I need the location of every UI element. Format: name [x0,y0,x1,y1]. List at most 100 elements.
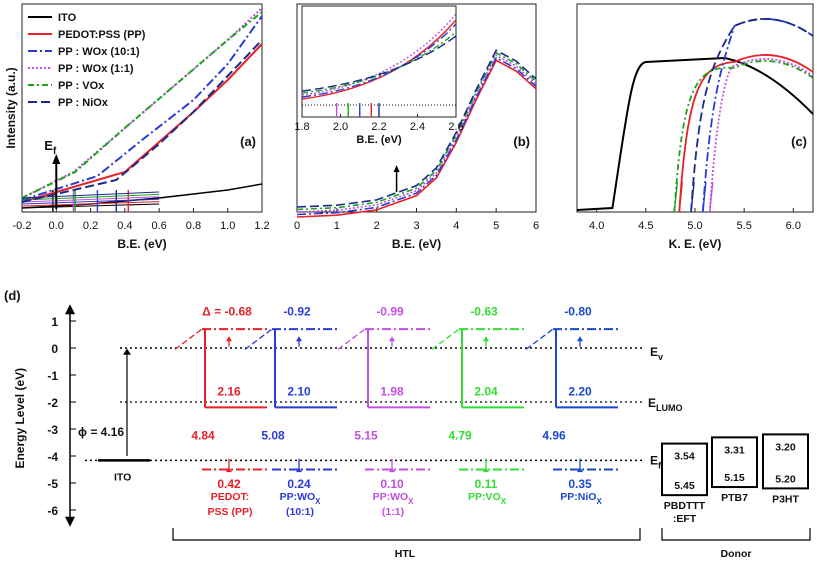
panel-label-d: (d) [4,288,21,303]
frame-c [576,3,814,213]
cutoff-marker-c-1 [702,181,707,213]
donor-homo-0: 5.45 [674,480,695,492]
baseline-fit-4 [21,193,160,201]
legend-entry-1: PEDOT:PSS (PP) [58,29,146,41]
x-tick-label-a: 0.6 [151,220,166,232]
offset-arrow-head-3-1 [483,467,489,473]
x-tick-label-b: 6 [533,220,539,232]
material-name-1: PP:WOX [280,491,322,506]
series-line-c-5 [690,18,814,213]
panel-a: -0.2 0.0 0.2 0.4 0.6 0.8 1.0 1.2 B.E. (eV) Intens… [4,3,270,251]
ito-label: ITO [114,471,131,483]
panel-label-a: (a) [240,134,256,149]
x-tick-label-a: 0.2 [83,220,98,232]
frame-a [21,3,263,213]
series-line-b-2 [296,54,537,213]
series-line-2 [21,15,263,201]
inset-tick-label-b: 2.0 [333,121,348,133]
series-line-0 [21,183,263,209]
ef-label: Ef [650,453,662,470]
x-axis-label-c: K. E. (eV) [669,237,722,251]
series-line-c-3 [708,58,814,213]
cutoff-marker-c-4 [690,181,695,213]
gap-value-1: 2.10 [287,384,311,398]
x-tick-label-c: 4.0 [589,220,604,232]
inset-frame-b [301,5,457,118]
delta-value-2: -0.99 [376,305,404,319]
donor-lumo-0: 3.54 [674,451,695,463]
y-axis-label-d: Energy Level (eV) [13,368,27,469]
donor-lumo-1: 3.31 [724,444,745,456]
series-line-b-3 [296,51,537,211]
offset-arrow-head-1-1 [296,467,302,473]
x-tick-label-b: 3 [413,220,419,232]
inset-curve-b-3 [301,31,457,94]
offset-arrow-head-0-1 [226,467,232,473]
y-tick-label-d: -1 [47,369,58,383]
x-tick-label-a: 1.0 [220,220,235,232]
htl-label: HTL [395,548,416,560]
offset-arrow-head-1-0 [296,336,302,342]
donor-label: Donor [721,548,752,560]
offset-value-3: 0.11 [475,477,498,491]
x-tick-label-c: 5.5 [737,220,752,232]
elumo-label: ELUMO [648,396,683,413]
x-tick-label-b: 0 [294,220,300,232]
delta-value-4: -0.80 [564,305,592,319]
series-line-b-1 [296,56,537,216]
inset-tick-label-b: 2.4 [410,121,425,133]
panel-b: 0 1 2 3 4 5 6 B.E. (eV) (b) 1.8 2.0 2.2 2.4 2.6 B.E. (… [294,3,539,251]
series-line-c-2 [701,18,814,213]
x-tick-label-b: 2 [374,220,380,232]
material-name-3: PP:VOX [468,491,507,506]
x-tick-label-a: -0.2 [13,220,32,232]
wf-value-1: 5.08 [261,428,285,442]
x-tick-label-a: 0.0 [49,220,64,232]
offset-arrow-head-2-0 [389,336,395,342]
x-tick-label-c: 4.5 [638,220,653,232]
panel-c: 4.0 4.5 5.0 5.5 6.0 K. E. (eV) (c) [576,3,814,251]
baseline-fit-2 [21,198,160,205]
htl-bracket [172,528,641,541]
band-bend-3 [431,328,460,350]
series-line-c-4 [673,60,814,213]
material-name2-2: (1:1) [382,506,404,518]
fermi-arrow-head-a [52,154,61,164]
inset-curve-b-2 [301,13,457,96]
legend-entry-2: PP : WOx (10:1) [58,46,140,58]
y-tick-label-d: -5 [47,477,58,491]
baseline-fit-3 [21,196,160,203]
gap-value-3: 2.04 [474,384,498,398]
series-line-c-1 [678,54,814,213]
offset-value-4: 0.35 [568,477,592,491]
inset-tick-label-b: 2.6 [448,121,463,133]
onset-arrow-head-b [393,165,400,172]
band-bend-4 [525,328,554,350]
band-bend-2 [337,328,366,350]
donor-name2-0: :EFT [673,513,697,525]
donor-homo-2: 5.20 [775,473,796,485]
band-bend-1 [244,328,273,350]
inset-x-label-b: B.E. (eV) [356,134,402,146]
series-line-b-4 [296,49,537,208]
offset-value-1: 0.24 [287,477,311,491]
donor-bracket [661,528,811,541]
baseline-fit-5 [21,191,160,199]
x-tick-label-a: 0.4 [117,220,132,232]
y-tick-label-d: -3 [47,423,58,437]
gap-value-0: 2.16 [217,384,241,398]
offset-arrow-head-4-0 [577,336,583,342]
x-tick-label-c: 5.0 [687,220,702,232]
cutoff-marker-c-3 [673,181,679,213]
x-tick-label-b: 4 [453,220,459,232]
x-tick-label-a: 1.2 [254,220,269,232]
offset-arrow-head-0-0 [226,336,232,342]
ev-label: Ev [650,345,663,362]
donor-name-0: PBDTTT [664,500,706,512]
y-tick-label-d: -2 [47,396,58,410]
series-line-b-0 [296,59,537,218]
x-tick-label-b: 1 [334,220,340,232]
series-line-c-0 [576,56,814,211]
baseline-fit-1 [21,201,160,207]
